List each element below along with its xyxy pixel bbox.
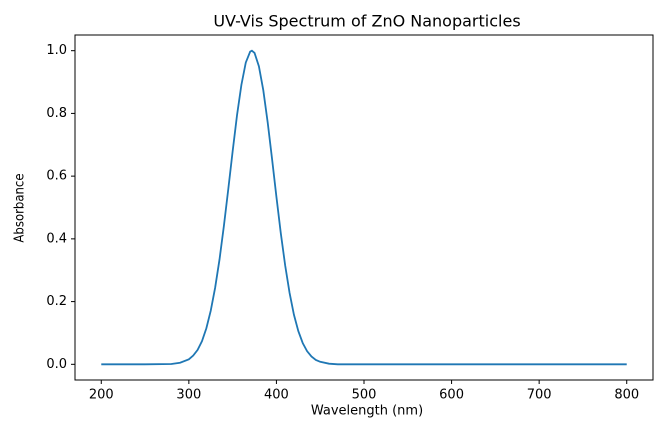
- x-tick-label: 800: [614, 388, 639, 403]
- y-tick-label: 0.2: [46, 294, 67, 309]
- x-tick-label: 200: [89, 388, 114, 403]
- y-tick-label: 0.6: [46, 169, 67, 184]
- x-tick-label: 400: [264, 388, 289, 403]
- x-axis-label: Wavelength (nm): [311, 404, 423, 419]
- line-series: [101, 49, 627, 366]
- x-tick-label: 600: [439, 388, 464, 403]
- x-tick-label: 300: [176, 388, 201, 403]
- plot-frame: [74, 34, 654, 381]
- x-tick-label: 500: [352, 388, 377, 403]
- x-tick-label: 700: [527, 388, 552, 403]
- y-tick-label: 0.4: [46, 231, 67, 246]
- chart-title: UV-Vis Spectrum of ZnO Nanoparticles: [213, 12, 520, 31]
- y-tick-label: 0.8: [46, 106, 67, 121]
- y-tick-label: 0.0: [46, 357, 67, 372]
- y-tick-label: 1.0: [46, 43, 67, 58]
- y-axis-label: Absorbance: [13, 173, 28, 242]
